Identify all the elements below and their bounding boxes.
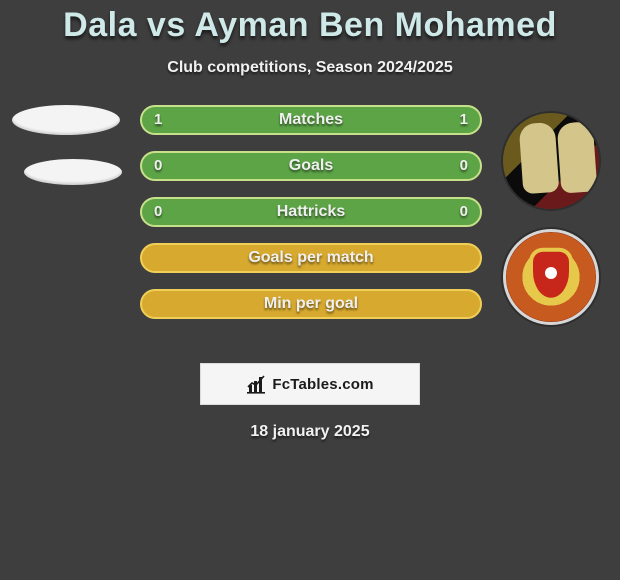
stat-bars: 1 Matches 1 0 Goals 0 0 Hattricks 0 Goals per mat…: [140, 105, 482, 335]
stat-bar-matches: 1 Matches 1: [140, 105, 482, 135]
stat-matches-right-value: 1: [460, 107, 468, 133]
stat-matches-label: Matches: [279, 111, 343, 128]
stat-goals_per_match-label: Goals per match: [248, 249, 373, 266]
stat-bar-min_per_goal: Min per goal: [140, 289, 482, 319]
season-subtitle: Club competitions, Season 2024/2025: [0, 59, 620, 77]
player-b-club-crest: [503, 229, 599, 325]
comparison-body: 1 Matches 1 0 Goals 0 0 Hattricks 0 Goals per mat…: [0, 105, 620, 355]
comparison-card: Dala vs Ayman Ben Mohamed Club competiti…: [0, 0, 620, 580]
stat-bar-goals: 0 Goals 0: [140, 151, 482, 181]
stat-goals-label: Goals: [289, 157, 333, 174]
page-title: Dala vs Ayman Ben Mohamed: [0, 0, 620, 45]
player-b-photo: [503, 113, 599, 209]
brand-text: FcTables.com: [272, 376, 373, 393]
stat-matches-left-value: 1: [154, 107, 162, 133]
stat-hattricks-left-value: 0: [154, 199, 162, 225]
stat-min_per_goal-label: Min per goal: [264, 295, 358, 312]
footer-date: 18 january 2025: [0, 423, 620, 441]
right-player-column: [496, 113, 606, 345]
stat-bar-hattricks: 0 Hattricks 0: [140, 197, 482, 227]
stat-hattricks-label: Hattricks: [277, 203, 345, 220]
stat-goals-left-value: 0: [154, 153, 162, 179]
left-player-column: [6, 105, 126, 209]
player-a-crest-placeholder: [24, 159, 122, 185]
chart-icon: [246, 374, 266, 394]
stat-bar-goals_per_match: Goals per match: [140, 243, 482, 273]
player-a-photo-placeholder: [12, 105, 120, 135]
brand-box[interactable]: FcTables.com: [200, 363, 420, 405]
stat-hattricks-right-value: 0: [460, 199, 468, 225]
stat-goals-right-value: 0: [460, 153, 468, 179]
